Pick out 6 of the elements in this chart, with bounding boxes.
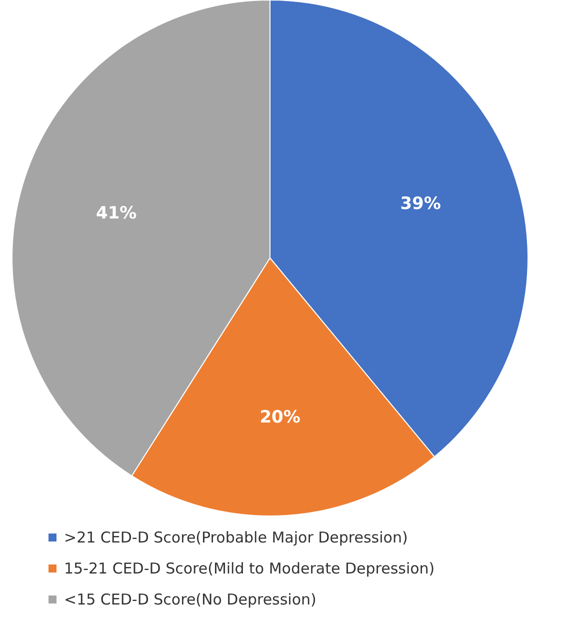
legend-label: >21 CED-D Score(Probable Major Depression)	[64, 528, 408, 546]
legend-label: 15-21 CED-D Score(Mild to Moderate Depression)	[64, 560, 435, 578]
legend-label: <15 CED-D Score(No Depression)	[64, 590, 316, 608]
data-label: 41%	[96, 203, 137, 224]
data-label: 20%	[260, 408, 300, 428]
data-label: 39%	[400, 194, 441, 214]
